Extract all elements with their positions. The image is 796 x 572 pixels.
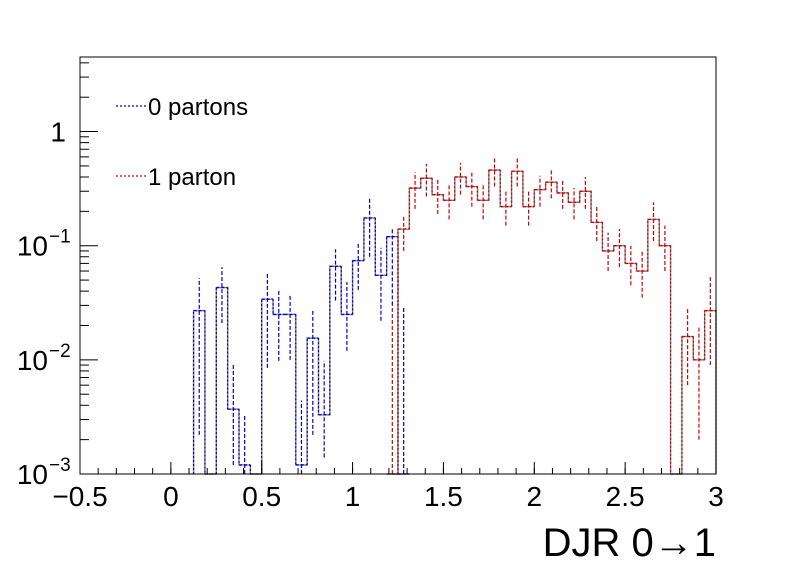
bin-1-parton-6 — [455, 163, 466, 200]
bin-1-parton-25 — [671, 246, 682, 474]
legend: 0 partons 1 parton — [116, 94, 248, 191]
series-0-partons — [194, 198, 410, 474]
bin-0-partons-10 — [307, 309, 318, 465]
bin-0-partons-13 — [341, 266, 352, 351]
bin-0-partons-7 — [273, 290, 284, 361]
x-tick-label: 2 — [526, 481, 542, 512]
y-tick-exponent: −3 — [49, 455, 71, 476]
y-tick-label: 1 — [50, 117, 66, 148]
bin-0-partons-11 — [319, 338, 330, 457]
bin-0-partons-17 — [387, 229, 398, 305]
x-axis-label: DJR 0→1 — [543, 521, 716, 565]
bin-1-parton-20 — [614, 229, 625, 267]
axes-layer: −0.5 0 0.5 1 1.5 2 2.5 310 −310 −210 −11 — [17, 63, 724, 512]
bin-0-partons-8 — [284, 295, 295, 360]
x-tick-label: 2.5 — [606, 481, 645, 512]
bin-1-parton-26 — [682, 309, 693, 474]
bin-1-parton-2 — [409, 172, 420, 229]
histogram-chart: −0.5 0 0.5 1 1.5 2 2.5 310 −310 −210 −11 0 partons… — [0, 0, 796, 572]
bin-0-partons-18 — [398, 237, 409, 474]
y-tick-label: 10 — [17, 345, 48, 376]
x-tick-label: 1.5 — [424, 481, 463, 512]
x-tick-label: 0 — [163, 481, 179, 512]
bin-1-parton-22 — [637, 251, 648, 298]
bin-1-parton-17 — [580, 177, 591, 209]
bin-1-parton-11 — [512, 159, 523, 207]
series-1-parton — [387, 157, 716, 474]
bin-1-parton-0 — [387, 305, 398, 474]
bin-0-partons-0 — [194, 278, 205, 474]
bin-1-parton-14 — [546, 169, 557, 198]
bin-1-parton-5 — [443, 185, 454, 219]
legend-entry-0-partons: 0 partons — [116, 94, 248, 121]
bin-0-partons-1 — [205, 311, 216, 474]
bin-1-parton-16 — [568, 188, 579, 219]
bin-1-parton-23 — [648, 202, 659, 271]
x-tick-label: 0.5 — [242, 481, 281, 512]
bin-0-partons-16 — [375, 218, 386, 321]
bin-1-parton-10 — [500, 170, 511, 226]
y-tick-label: 10 — [17, 231, 48, 262]
legend-label-0-partons: 0 partons — [148, 94, 248, 121]
bin-1-parton-3 — [421, 164, 432, 196]
bin-0-partons-9 — [296, 314, 307, 474]
legend-entry-1-parton: 1 parton — [116, 164, 236, 191]
x-axis: −0.5 0 0.5 1 1.5 2 2.5 3 — [52, 462, 723, 512]
bin-1-parton-7 — [466, 171, 477, 206]
series-underlay-1-parton — [387, 170, 716, 474]
y-tick-exponent: −1 — [49, 227, 71, 248]
bin-1-parton-9 — [489, 157, 500, 200]
bin-0-partons-14 — [353, 242, 364, 315]
y-tick-exponent: −2 — [49, 341, 71, 362]
bin-0-partons-15 — [364, 198, 375, 260]
bin-1-parton-13 — [534, 176, 545, 207]
bin-0-partons-3 — [228, 288, 239, 465]
bin-1-parton-18 — [591, 191, 602, 241]
bin-1-parton-21 — [625, 246, 636, 286]
y-axis: 10 −310 −210 −11 — [17, 63, 98, 490]
bin-1-parton-8 — [478, 184, 489, 220]
bin-1-parton-12 — [523, 171, 534, 225]
bin-1-parton-15 — [557, 180, 568, 209]
y-tick-label: 10 — [17, 459, 48, 490]
bin-0-partons-6 — [262, 274, 273, 474]
bin-0-partons-5 — [250, 465, 261, 474]
x-tick-label: 1 — [345, 481, 361, 512]
bin-0-partons-12 — [330, 249, 341, 415]
bin-1-parton-19 — [602, 222, 613, 271]
bin-1-parton-4 — [432, 178, 443, 214]
x-tick-label: 3 — [708, 481, 724, 512]
legend-label-1-parton: 1 parton — [148, 164, 236, 191]
bin-1-parton-27 — [693, 325, 704, 439]
x-tick-label: −0.5 — [52, 481, 107, 512]
bin-1-parton-28 — [705, 275, 716, 474]
series-layer — [194, 157, 716, 474]
bin-0-partons-2 — [216, 267, 227, 474]
